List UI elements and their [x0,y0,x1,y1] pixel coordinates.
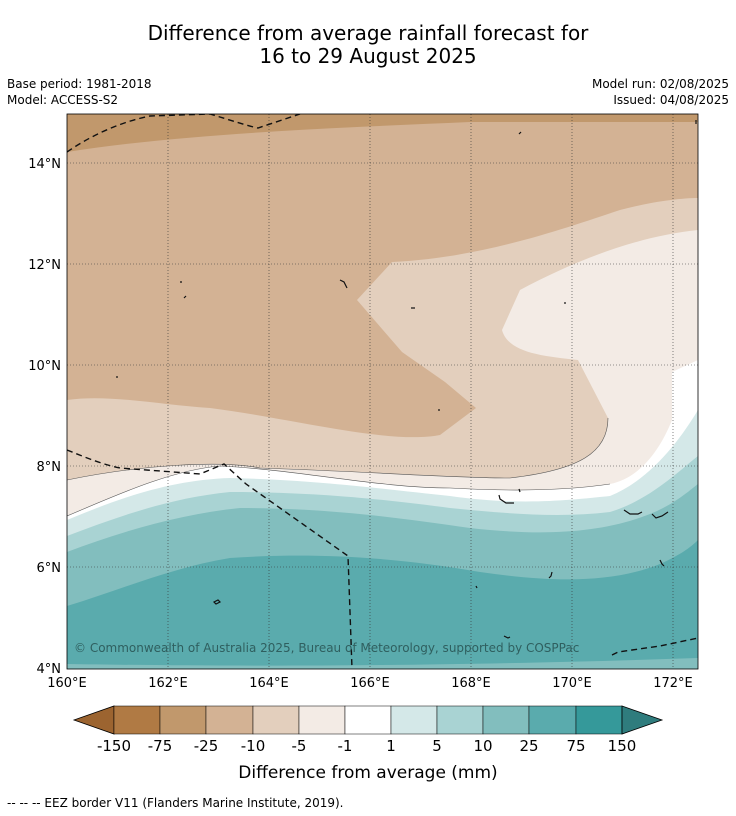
colorbar-swatch-5 [298,705,346,735]
band-fill-25-75 [67,540,698,669]
lon-label-172e: 172°E [653,676,693,691]
lon-label-162e: 162°E [148,676,188,691]
colorbar-tick: -150 [97,737,131,755]
colorbar-tick: -5 [292,737,307,755]
lon-label-166e: 166°E [350,676,390,691]
contour-lines [67,417,611,517]
colorbar-tick: 75 [566,737,585,755]
lat-label-10n: 10°N [28,359,61,374]
map-frame [66,113,699,670]
lat-label-12n: 12°N [28,258,61,273]
eez-borders [67,114,698,669]
colorbar-tick: 1 [386,737,396,755]
band-fill-75-150 [67,658,698,669]
meta-left: Base period: 1981-2018 Model: ACCESS-S2 [7,76,152,108]
colorbar-swatch-8 [436,705,484,735]
lat-label-14n: 14°N [28,157,61,172]
lat-label-4n: 4°N [37,662,62,677]
copyright-notice: © Commonwealth of Australia 2025, Bureau… [74,641,579,655]
colorbar-swatch-1 [113,705,161,735]
colorbar-swatch-6 [344,705,392,735]
issued-date: Issued: 04/08/2025 [613,93,729,107]
colorbar-tick: 150 [608,737,637,755]
colorbar-ticks: -150 -75 -25 -10 -5 -1 1 5 10 25 75 150 [97,737,636,755]
longitude-labels: 160°E 162°E 164°E 166°E 168°E 170°E 172°… [47,676,693,691]
colorbar-swatch-11 [575,705,623,735]
model-run: Model run: 02/08/2025 [591,77,729,91]
map-title: Difference from average rainfall forecas… [0,22,736,68]
islands [116,120,697,639]
colorbar-label: Difference from average (mm) [238,763,497,783]
map-plot-area: © Commonwealth of Australia 2025, Bureau… [67,114,698,669]
title-line-2: 16 to 29 August 2025 [259,44,477,68]
colorbar-tick: 5 [432,737,442,755]
eez-legend-note: -- -- -- EEZ border V11 (Flanders Marine… [7,796,344,810]
lon-label-164e: 164°E [249,676,289,691]
colorbar-swatch-4 [252,705,300,735]
colorbar-tick: -10 [241,737,266,755]
colorbar-tick: 25 [519,737,538,755]
colorbar-extend-high [621,705,664,735]
title-line-1: Difference from average rainfall forecas… [147,21,589,45]
colorbar-swatch-9 [482,705,530,735]
colorbar-swatch-2 [159,705,207,735]
lat-label-8n: 8°N [37,460,62,475]
meta-right: Model run: 02/08/2025 Issued: 04/08/2025 [592,76,729,108]
colorbar-tick: -1 [338,737,353,755]
colorbar-tick: 10 [473,737,492,755]
graticule [67,114,698,669]
colorbar: -150 -75 -25 -10 -5 -1 1 5 10 25 75 150 … [72,705,664,783]
base-period: Base period: 1981-2018 [7,77,152,91]
model-name: Model: ACCESS-S2 [7,93,119,107]
colorbar-swatch-10 [528,705,577,735]
colorbar-tick: -25 [194,737,219,755]
lon-label-170e: 170°E [552,676,592,691]
colorbar-swatch-7 [390,705,438,735]
colorbar-tick: -75 [148,737,173,755]
latitude-labels: 14°N 12°N 10°N 8°N 6°N 4°N [28,157,61,677]
colorbar-swatch-3 [205,705,254,735]
lon-label-168e: 168°E [451,676,491,691]
colorbar-extend-low [72,705,115,735]
lon-label-160e: 160°E [47,676,87,691]
lat-label-6n: 6°N [37,561,62,576]
